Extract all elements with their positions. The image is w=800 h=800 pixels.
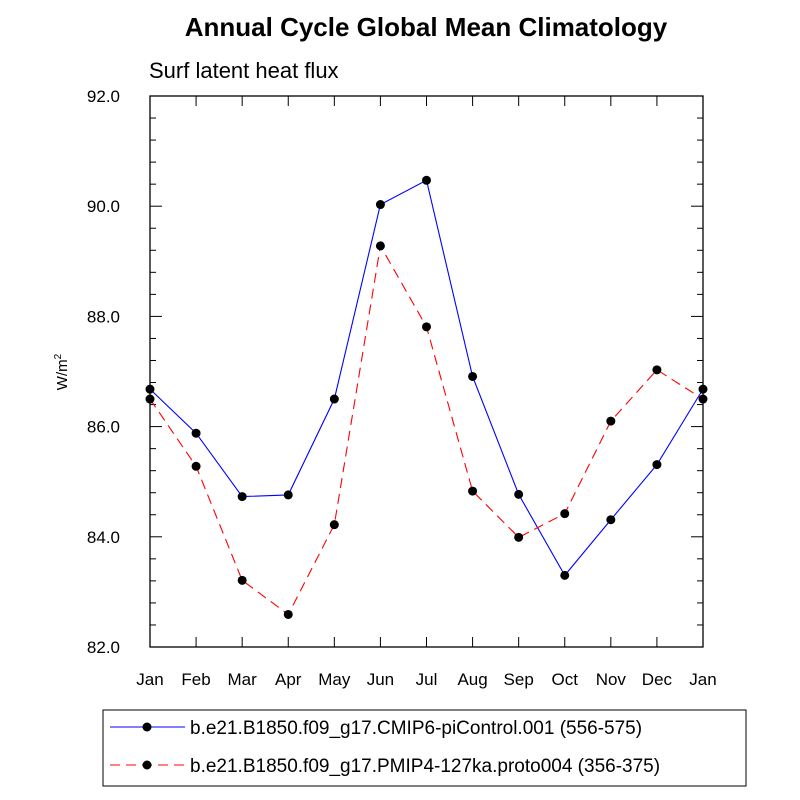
series-2-point — [606, 416, 616, 426]
legend-label: b.e21.B1850.f09_g17.CMIP6-piControl.001 … — [190, 718, 642, 739]
legend-entry-2: b.e21.B1850.f09_g17.PMIP4-127ka.proto004… — [110, 756, 660, 777]
legend-label: b.e21.B1850.f09_g17.PMIP4-127ka.proto004… — [190, 756, 660, 777]
series-2-point — [468, 486, 478, 496]
legend-marker — [142, 760, 152, 770]
series-2-point — [560, 509, 570, 519]
axis-ticks: Jan Feb Mar Apr May Jun Jul Aug Sep Oct Nov Dec Jan 8… — [87, 87, 717, 689]
y-tick-label: 88.0 — [87, 307, 120, 326]
series-line-2 — [149, 244, 704, 616]
x-tick-label: Jun — [367, 670, 394, 689]
series-1-point — [468, 371, 478, 381]
series-1-point — [375, 200, 385, 210]
x-tick-label: Aug — [457, 670, 487, 689]
series-2-point — [514, 532, 524, 542]
x-tick-label: Jan — [136, 670, 163, 689]
legend-marker — [142, 722, 152, 732]
series-line-1 — [149, 179, 704, 577]
series-1-point — [329, 394, 339, 404]
y-axis-label-superscript: 2 — [53, 353, 64, 359]
y-tick-label: 82.0 — [87, 638, 120, 657]
plot-series — [145, 175, 708, 619]
legend-entry-1: b.e21.B1850.f09_g17.CMIP6-piControl.001 … — [110, 718, 642, 739]
chart-subtitle: Surf latent heat flux — [149, 58, 339, 83]
series-2-point — [329, 520, 339, 530]
series-1-point — [191, 428, 201, 438]
series-2-point — [652, 365, 662, 375]
series-2-point — [283, 609, 293, 619]
series-2-point — [191, 461, 201, 471]
x-tick-label: Jul — [416, 670, 438, 689]
x-tick-label: Nov — [596, 670, 627, 689]
x-tick-label: Dec — [642, 670, 673, 689]
x-tick-label: May — [318, 670, 351, 689]
series-1-point — [514, 489, 524, 499]
y-axis-label-unit: W/m — [54, 359, 71, 390]
legend: b.e21.B1850.f09_g17.CMIP6-piControl.001 … — [102, 709, 747, 787]
y-tick-label: 92.0 — [87, 87, 120, 106]
y-tick-label: 90.0 — [87, 197, 120, 216]
x-tick-label: Jan — [689, 670, 716, 689]
series-1-point — [237, 492, 247, 502]
x-tick-label: Oct — [552, 670, 579, 689]
series-2-point — [375, 241, 385, 251]
x-tick-label: Mar — [228, 670, 258, 689]
series-2-point — [422, 322, 431, 332]
series-1-point — [283, 490, 293, 500]
y-tick-label: 84.0 — [87, 528, 120, 547]
x-tick-label: Apr — [275, 670, 302, 689]
x-tick-label: Sep — [504, 670, 534, 689]
y-tick-label: 86.0 — [87, 418, 120, 437]
series-1-point — [422, 175, 431, 185]
y-axis-label: W/m2 — [53, 353, 71, 390]
chart-title: Annual Cycle Global Mean Climatology — [185, 12, 668, 42]
series-1-point — [652, 460, 662, 470]
series-1-point — [606, 515, 616, 525]
x-tick-label: Feb — [181, 670, 210, 689]
series-2-point — [237, 575, 247, 585]
plot-frame — [149, 95, 704, 648]
series-1-point — [560, 570, 570, 580]
legend-box — [102, 709, 747, 787]
